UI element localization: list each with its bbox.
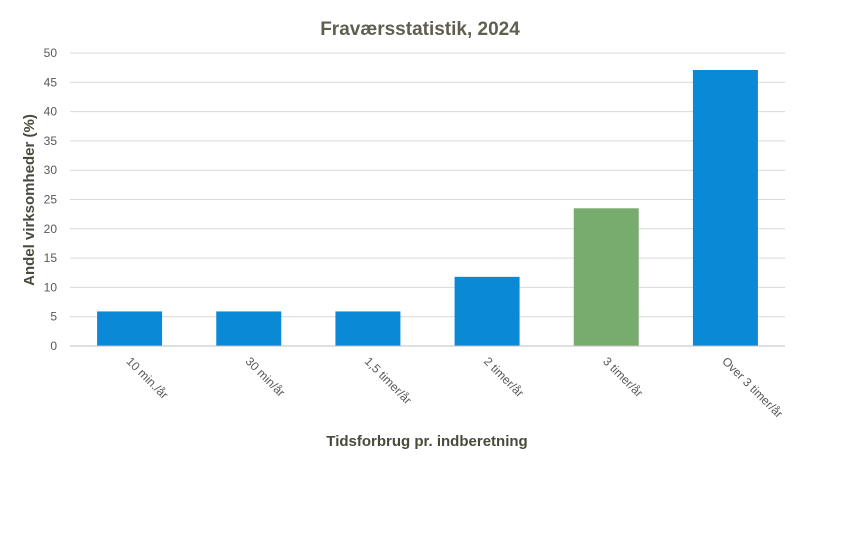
- y-tick-label: 40: [44, 105, 58, 119]
- x-tick-label: Over 3 timer/år: [719, 354, 785, 420]
- y-tick-label: 30: [44, 163, 58, 177]
- y-axis-title: Andel virksomheder (%): [21, 114, 38, 286]
- y-tick-label: 25: [44, 193, 58, 207]
- y-tick-label: 10: [44, 280, 58, 294]
- y-axis-ticks: 0 5 10 15 20 25 30 35 40 45 50: [44, 46, 58, 353]
- chart-title: Fraværsstatistik, 2024: [320, 19, 520, 40]
- bar-4: [454, 276, 520, 346]
- x-tick-label: 10 min./år: [123, 354, 171, 402]
- y-tick-label: 35: [44, 134, 58, 148]
- x-tick-label: 2 timer/år: [481, 354, 527, 400]
- bar-5: [573, 208, 639, 346]
- y-tick-label: 5: [50, 310, 57, 324]
- gridlines: [70, 52, 785, 318]
- y-tick-label: 15: [44, 251, 58, 265]
- bar-2: [216, 311, 282, 346]
- bar-6: [692, 69, 758, 346]
- x-tick-label: 30 min/år: [243, 354, 288, 399]
- x-axis-title: Tidsforbrug pr. indberetning: [326, 433, 527, 450]
- x-tick-label: 3 timer/år: [600, 354, 646, 400]
- y-tick-label: 20: [44, 222, 58, 236]
- bars: [97, 69, 758, 346]
- x-axis-ticks: 10 min./år 30 min/år 1,5 timer/år 2 timer/å…: [123, 354, 785, 420]
- x-tick-label: 1,5 timer/år: [362, 354, 415, 407]
- y-tick-label: 45: [44, 75, 58, 89]
- bar-1: [97, 311, 163, 346]
- y-tick-label: 50: [44, 46, 58, 60]
- bar-3: [335, 311, 401, 346]
- y-tick-label: 0: [50, 339, 57, 353]
